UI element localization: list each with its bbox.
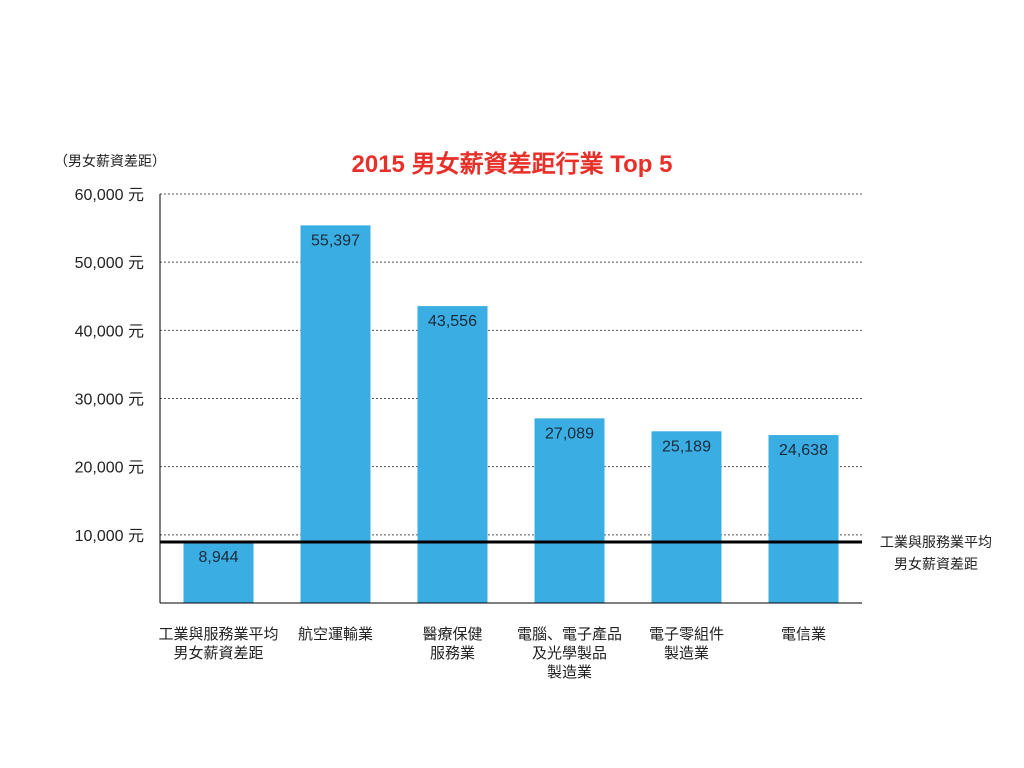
y-tick-label: 60,000 元 (75, 187, 144, 204)
bar-value-label: 55,397 (311, 232, 360, 249)
bar (183, 542, 254, 603)
bar (534, 418, 605, 603)
x-axis-label: 航空運輸業 (298, 625, 373, 643)
x-axis-label-line: 工業與服務業平均 (158, 625, 278, 643)
bar-value-label: 27,089 (545, 425, 594, 442)
reference-line-label-line: 工業與服務業平均 (880, 535, 992, 551)
x-axis-label-line: 製造業 (547, 663, 592, 681)
bar (768, 435, 839, 603)
y-tick-label: 40,000 元 (75, 323, 144, 340)
gridlines (160, 193, 862, 536)
y-axis-ticks: 10,000 元 20,000 元 30,000 元 40,000 元 50,000 元… (75, 187, 144, 545)
axes (159, 194, 862, 604)
reference-line-label: 工業與服務業平均男女薪資差距 (880, 535, 992, 573)
x-axis-label: 醫療保健服務業 (422, 625, 482, 662)
x-axis-label: 電子零組件製造業 (649, 625, 724, 662)
x-axis-label-line: 電信業 (781, 625, 826, 643)
y-tick-label: 30,000 元 (75, 392, 144, 409)
bar (651, 431, 722, 603)
x-axis-label-line: 製造業 (664, 644, 709, 662)
bar-value-label: 43,556 (428, 313, 477, 330)
x-axis-label-line: 電子零組件 (649, 625, 724, 643)
bar (417, 306, 488, 603)
x-axis-label-line: 航空運輸業 (298, 625, 373, 643)
reference-line-group: 工業與服務業平均男女薪資差距 (160, 535, 992, 573)
x-axis-label-line: 醫療保健 (422, 625, 482, 643)
y-tick-label: 50,000 元 (75, 255, 144, 272)
x-axis-label: 工業與服務業平均男女薪資差距 (158, 625, 278, 662)
bar (300, 225, 371, 603)
bars: 8,944 55,397 43,556 27,089 25,189 24,638 (183, 225, 839, 603)
x-axis-label: 電腦、電子產品及光學製品製造業 (517, 625, 622, 681)
x-axis-label-line: 服務業 (430, 644, 475, 662)
bar-value-label: 25,189 (662, 438, 711, 455)
reference-line-label-line: 男女薪資差距 (894, 556, 978, 573)
y-axis-unit-label: （男女薪資差距） (54, 153, 166, 170)
x-axis-label-line: 及光學製品 (532, 644, 607, 662)
x-axis-label: 電信業 (781, 625, 826, 643)
y-tick-label: 10,000 元 (75, 528, 144, 545)
bar-value-label: 24,638 (779, 442, 828, 459)
x-axis-label-line: 電腦、電子產品 (517, 625, 622, 643)
chart-title: 2015 男女薪資差距行業 Top 5 (352, 150, 673, 178)
bar-value-label: 8,944 (198, 549, 238, 566)
x-axis-label-line: 男女薪資差距 (173, 644, 263, 662)
y-tick-label: 20,000 元 (75, 460, 144, 477)
